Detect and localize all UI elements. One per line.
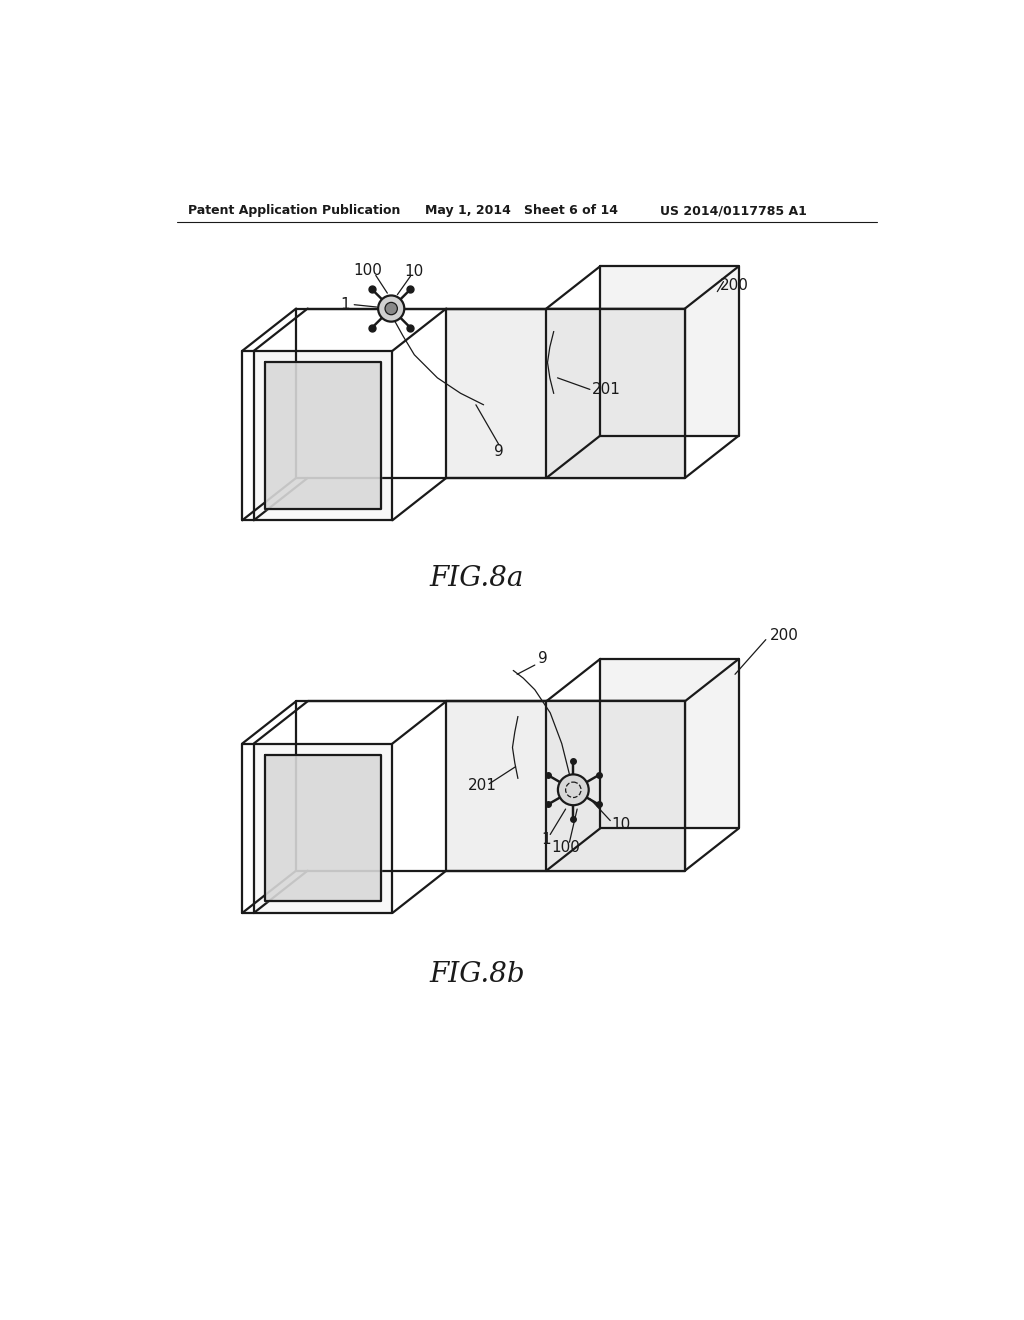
Polygon shape [446, 701, 685, 871]
Text: 10: 10 [404, 264, 424, 279]
Text: 100: 100 [353, 263, 383, 277]
Text: 9: 9 [495, 444, 504, 458]
Text: 200: 200 [720, 279, 749, 293]
Text: 100: 100 [551, 840, 580, 855]
Text: May 1, 2014   Sheet 6 of 14: May 1, 2014 Sheet 6 of 14 [425, 205, 617, 218]
Polygon shape [547, 309, 685, 478]
Circle shape [378, 296, 404, 322]
Polygon shape [254, 743, 392, 913]
Polygon shape [254, 351, 392, 520]
Text: 1: 1 [542, 833, 551, 847]
Text: 201: 201 [468, 779, 497, 793]
Polygon shape [265, 755, 381, 902]
Text: Patent Application Publication: Patent Application Publication [188, 205, 400, 218]
Text: 9: 9 [538, 651, 548, 667]
Polygon shape [446, 309, 685, 478]
Text: US 2014/0117785 A1: US 2014/0117785 A1 [660, 205, 807, 218]
Text: 10: 10 [611, 817, 631, 832]
Polygon shape [600, 659, 739, 829]
Polygon shape [600, 267, 739, 436]
Text: 1: 1 [340, 297, 350, 313]
Text: FIG.8a: FIG.8a [430, 565, 524, 591]
Polygon shape [265, 363, 381, 508]
Text: FIG.8b: FIG.8b [429, 961, 525, 989]
Circle shape [558, 775, 589, 805]
Circle shape [385, 302, 397, 314]
Polygon shape [547, 701, 685, 871]
Text: 200: 200 [770, 628, 799, 643]
Text: 201: 201 [592, 381, 621, 397]
